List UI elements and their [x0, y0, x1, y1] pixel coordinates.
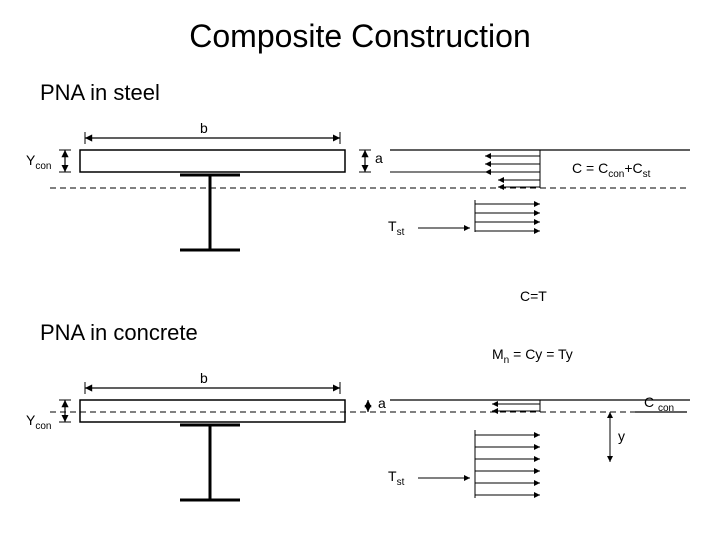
d2-slab [80, 400, 345, 422]
d1-b-label: b [200, 120, 208, 136]
d1-c-eq-label: C = Ccon+Cst [572, 160, 650, 180]
ct-label: C=T [520, 288, 547, 304]
d2-tst-label: Tst [388, 468, 404, 488]
d1-t-block [475, 200, 540, 232]
diagram-canvas [0, 0, 720, 540]
d2-y-label: y [618, 428, 625, 444]
d1-a-label: a [375, 150, 383, 166]
d1-c-block [485, 150, 540, 188]
d1-slab [80, 150, 345, 172]
d2-c-block [492, 400, 540, 412]
d1-tst-label: Tst [388, 218, 404, 238]
d2-t-block [475, 430, 540, 498]
mn-label: Mn = Cy = Ty [492, 346, 573, 366]
d1-ycon-label: Ycon [26, 152, 51, 172]
d2-b-label: b [200, 370, 208, 386]
d2-ccon-label: C con [644, 394, 674, 414]
d2-a-label: a [378, 395, 386, 411]
d2-ycon-label: Ycon [26, 412, 51, 432]
